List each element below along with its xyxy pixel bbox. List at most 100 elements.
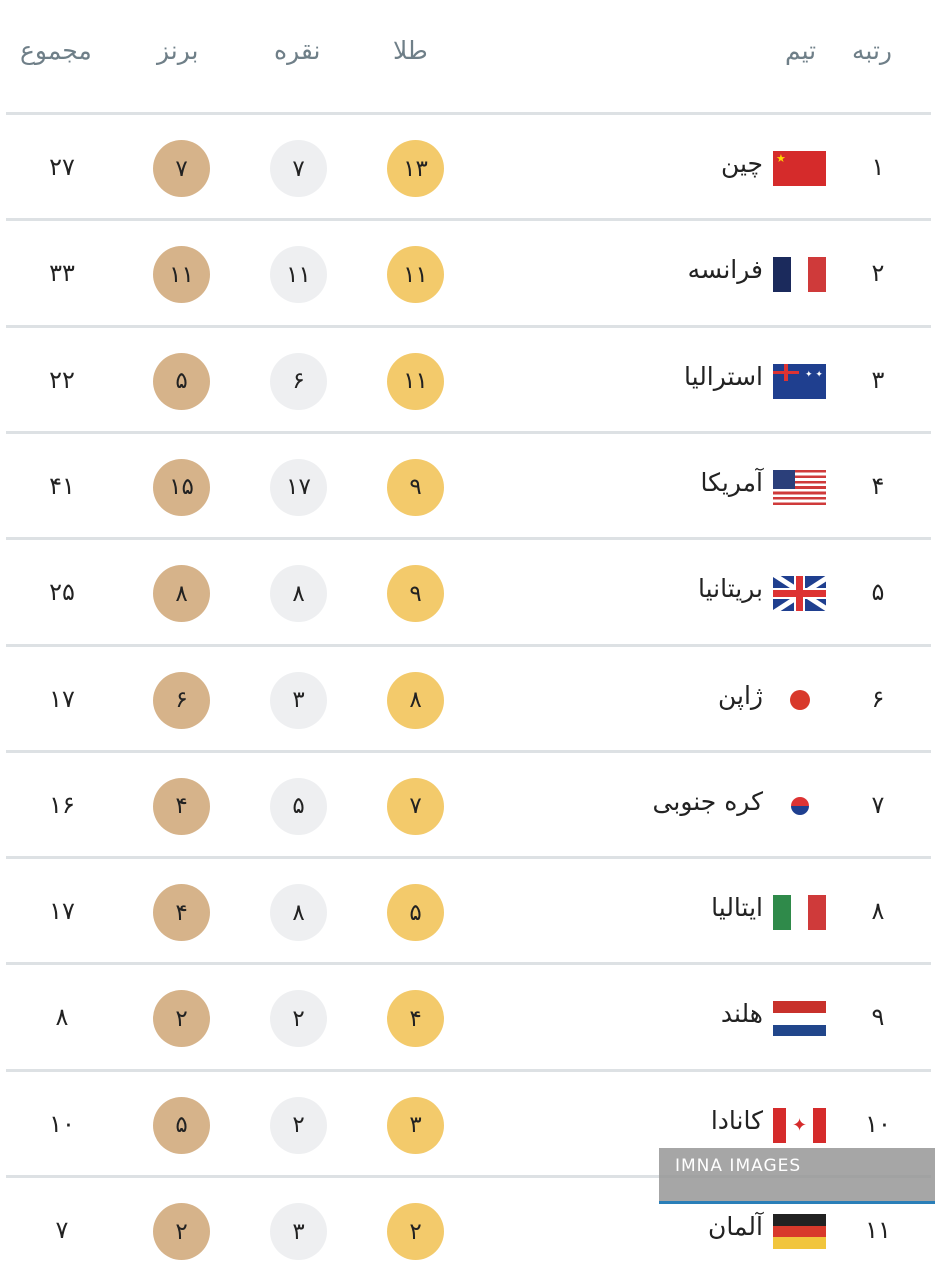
rank: ۶ — [871, 684, 885, 713]
table-row[interactable]: ۱ ★ چین ۱۳ ۷ ۷ ۲۷ — [0, 115, 935, 221]
gold-count: ۱۱ — [387, 352, 444, 410]
rank: ۴ — [871, 471, 885, 500]
team-name[interactable]: آمریکا — [700, 467, 763, 497]
silver-count: ۲ — [270, 990, 327, 1048]
total-count: ۳۳ — [49, 259, 75, 288]
table-row[interactable]: ۷ کره جنوبی ۷ ۵ ۴ ۱۶ — [0, 753, 935, 859]
bronze-count: ۵ — [153, 1096, 210, 1154]
total-count: ۷ — [55, 1216, 69, 1244]
bronze-count: ۴ — [153, 777, 210, 835]
bronze-count: ۶ — [153, 671, 210, 729]
japan-flag — [773, 682, 826, 718]
rank: ۳ — [871, 365, 885, 394]
header-rank[interactable]: رتبه — [852, 36, 892, 65]
row-divider — [6, 1068, 931, 1072]
header-bronze[interactable]: برنز — [157, 36, 199, 65]
total-count: ۱۶ — [49, 790, 75, 819]
team-name[interactable]: کانادا — [710, 1105, 763, 1135]
netherlands-flag — [773, 1001, 826, 1037]
gold-count: ۹ — [387, 565, 444, 623]
silver-count: ۲ — [270, 1096, 327, 1154]
rank: ۵ — [871, 578, 885, 607]
australia-flag: ✦ ✦ — [773, 363, 826, 399]
rank: ۸ — [871, 897, 885, 926]
row-divider — [6, 112, 931, 115]
gold-count: ۹ — [387, 458, 444, 516]
rank: ۱۰ — [865, 1109, 891, 1138]
table-row[interactable]: ۳ ✦ ✦ استرالیا ۱۱ ۶ ۵ ۲۲ — [0, 328, 935, 434]
south-korea-flag — [773, 788, 826, 824]
bronze-count: ۴ — [153, 884, 210, 942]
silver-count: ۳ — [270, 1203, 327, 1260]
total-count: ۸ — [55, 1003, 69, 1032]
gold-count: ۲ — [387, 1203, 444, 1260]
rank: ۷ — [871, 790, 885, 819]
row-divider — [6, 537, 931, 541]
bronze-count: ۸ — [153, 565, 210, 623]
bronze-count: ۲ — [153, 990, 210, 1048]
total-count: ۱۰ — [49, 1109, 75, 1138]
table-row[interactable]: ۵ بریتانیا ۹ ۸ ۸ ۲۵ — [0, 540, 935, 646]
gold-count: ۱۱ — [387, 246, 444, 304]
team-name[interactable]: آلمان — [708, 1212, 763, 1241]
silver-count: ۳ — [270, 671, 327, 729]
gold-count: ۷ — [387, 777, 444, 835]
row-divider — [6, 1175, 931, 1178]
header-gold[interactable]: طلا — [393, 36, 428, 65]
header-silver[interactable]: نقره — [274, 36, 321, 65]
row-divider — [6, 856, 931, 860]
row-divider — [6, 962, 931, 966]
france-flag — [773, 257, 826, 293]
silver-count: ۶ — [270, 352, 327, 410]
table-row[interactable]: ۲ فرانسه ۱۱ ۱۱ ۱۱ ۳۳ — [0, 221, 935, 327]
silver-count: ۷ — [270, 140, 327, 197]
total-count: ۲۵ — [49, 578, 75, 607]
header-team[interactable]: تیم — [785, 36, 817, 65]
uk-flag — [773, 576, 826, 612]
row-divider — [6, 643, 931, 647]
table-row[interactable]: ۶ ژاپن ۸ ۳ ۶ ۱۷ — [0, 647, 935, 753]
header-total[interactable]: مجموع — [20, 36, 92, 65]
bronze-count: ۲ — [153, 1203, 210, 1260]
silver-count: ۱۱ — [270, 246, 327, 304]
team-name[interactable]: استرالیا — [684, 361, 763, 391]
team-name[interactable]: بریتانیا — [698, 574, 763, 604]
usa-flag — [773, 469, 826, 505]
rank: ۲ — [871, 259, 885, 288]
gold-count: ۱۳ — [387, 140, 444, 197]
silver-count: ۸ — [270, 884, 327, 942]
bronze-count: ۱۵ — [153, 458, 210, 516]
team-name[interactable]: ژاپن — [717, 680, 763, 710]
table-row[interactable]: ۱۰ ✦ کانادا ۳ ۲ ۵ ۱۰ — [0, 1072, 935, 1178]
total-count: ۴۱ — [49, 471, 75, 500]
total-count: ۱۷ — [49, 897, 75, 926]
italy-flag — [773, 895, 826, 931]
china-flag: ★ — [773, 151, 826, 186]
gold-count: ۸ — [387, 671, 444, 729]
table-row[interactable]: ۱۱ آلمان ۲ ۳ ۲ ۷ — [0, 1178, 935, 1284]
row-divider — [6, 430, 931, 434]
germany-flag — [773, 1214, 826, 1249]
team-name[interactable]: فرانسه — [687, 255, 763, 285]
table-row[interactable]: ۸ ایتالیا ۵ ۸ ۴ ۱۷ — [0, 859, 935, 965]
watermark: IMNA IMAGES — [659, 1148, 935, 1204]
rank: ۱۱ — [865, 1216, 891, 1244]
gold-count: ۳ — [387, 1096, 444, 1154]
rank: ۱ — [871, 153, 885, 181]
gold-count: ۴ — [387, 990, 444, 1048]
table-row[interactable]: ۹ هلند ۴ ۲ ۲ ۸ — [0, 965, 935, 1071]
row-divider — [6, 218, 931, 222]
team-name[interactable]: کره جنوبی — [652, 786, 763, 816]
total-count: ۲۲ — [49, 365, 75, 394]
team-name[interactable]: چین — [720, 149, 763, 178]
watermark-text: IMNA IMAGES — [675, 1156, 802, 1176]
row-divider — [6, 749, 931, 753]
silver-count: ۸ — [270, 565, 327, 623]
team-name[interactable]: هلند — [720, 999, 763, 1029]
bronze-count: ۵ — [153, 352, 210, 410]
team-name[interactable]: ایتالیا — [711, 893, 763, 923]
canada-flag: ✦ — [773, 1107, 826, 1143]
table-row[interactable]: ۴ آمریکا ۹ ۱۷ ۱۵ ۴۱ — [0, 434, 935, 540]
silver-count: ۵ — [270, 777, 327, 835]
gold-count: ۵ — [387, 884, 444, 942]
